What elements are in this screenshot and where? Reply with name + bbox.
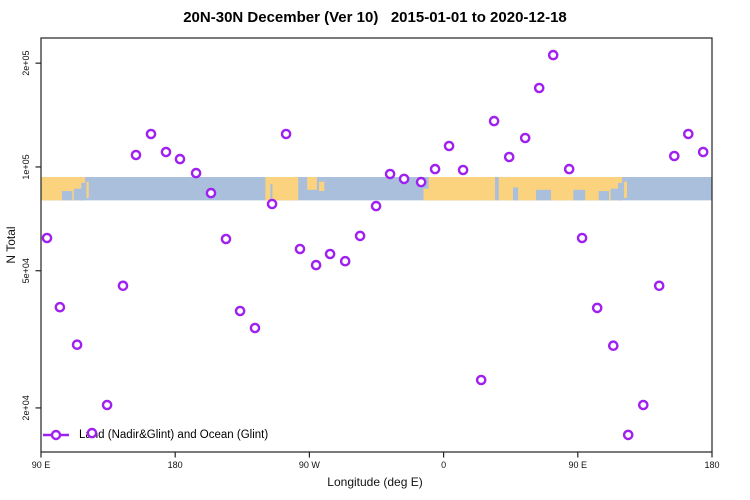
data-point xyxy=(145,128,157,140)
data-point xyxy=(339,255,351,267)
map-band-ocean-notch xyxy=(573,189,586,201)
legend-label: Land (Nadir&Glint) and Ocean (Glint) xyxy=(79,429,269,441)
map-band-ocean-notch xyxy=(73,188,85,201)
data-point xyxy=(519,132,531,144)
data-point xyxy=(280,128,292,140)
data-point xyxy=(638,399,649,411)
x-tick-label: 180 xyxy=(704,460,719,470)
data-point xyxy=(160,146,172,158)
x-tick-label: 90 E xyxy=(32,460,51,470)
data-point xyxy=(354,230,366,242)
data-point xyxy=(249,322,261,334)
map-band-land xyxy=(319,181,325,192)
legend: Land (Nadir&Glint) and Ocean (Glint) xyxy=(42,429,268,441)
x-tick-label: 0 xyxy=(441,460,446,470)
data-point xyxy=(683,128,694,140)
x-tick-label: 180 xyxy=(168,460,183,470)
data-point xyxy=(608,340,619,352)
map-band-ocean-notch xyxy=(61,191,73,201)
map-band-land xyxy=(307,177,317,190)
map-band-ocean-notch xyxy=(598,191,610,201)
data-point xyxy=(653,280,665,292)
data-point xyxy=(533,82,545,94)
data-point xyxy=(443,140,455,152)
data-point xyxy=(294,243,306,255)
data-point xyxy=(697,146,709,158)
data-point xyxy=(429,163,441,175)
y-tick-label: 5e+04 xyxy=(21,258,31,283)
map-band-land xyxy=(265,177,299,201)
map-band-ocean-notch xyxy=(536,189,551,201)
data-point xyxy=(669,150,680,162)
map-band-ocean-notch xyxy=(610,188,623,201)
data-point xyxy=(591,302,603,314)
map-band-ocean-notch xyxy=(512,187,519,201)
data-point xyxy=(310,259,322,271)
y-tick-label: 2e+05 xyxy=(21,51,31,76)
data-point xyxy=(234,305,246,317)
data-point xyxy=(563,163,575,175)
data-point xyxy=(205,187,217,199)
data-point xyxy=(384,168,396,180)
data-point xyxy=(547,49,559,61)
data-point xyxy=(475,374,487,386)
data-point xyxy=(324,248,336,260)
map-band-land xyxy=(86,181,89,199)
data-point xyxy=(370,200,382,212)
map-band-ocean-notch xyxy=(618,182,623,201)
map-band-ocean-notch xyxy=(81,182,85,201)
data-point xyxy=(398,173,410,185)
x-tick-label: 90 E xyxy=(569,460,588,470)
data-point xyxy=(86,427,98,439)
legend-marker-icon xyxy=(43,429,69,441)
chart-title: 20N-30N December (Ver 10) 2015-01-01 to … xyxy=(183,9,567,26)
data-point xyxy=(220,233,232,245)
data-point xyxy=(503,151,515,163)
plot-border xyxy=(40,37,713,453)
data-point xyxy=(130,149,142,161)
data-point xyxy=(488,115,500,127)
data-point xyxy=(622,429,634,441)
data-point xyxy=(117,280,129,292)
map-band-land xyxy=(423,177,623,201)
y-tick-label: 1e+05 xyxy=(21,154,31,179)
data-point xyxy=(457,164,469,176)
map-band-ocean-notch xyxy=(495,177,499,201)
x-axis-label: Longitude (deg E) xyxy=(327,475,423,489)
data-point xyxy=(101,399,113,411)
data-point xyxy=(190,167,202,179)
data-point xyxy=(415,176,427,188)
data-point xyxy=(54,301,66,313)
map-band-land xyxy=(624,181,628,199)
data-point xyxy=(41,232,53,244)
data-point xyxy=(266,198,278,210)
y-tick-label: 2e+04 xyxy=(21,395,31,420)
data-point xyxy=(71,339,83,351)
data-point xyxy=(174,153,186,165)
map-band-ocean-notch xyxy=(270,184,273,201)
data-point xyxy=(576,232,588,244)
x-tick-label: 90 W xyxy=(299,460,321,470)
